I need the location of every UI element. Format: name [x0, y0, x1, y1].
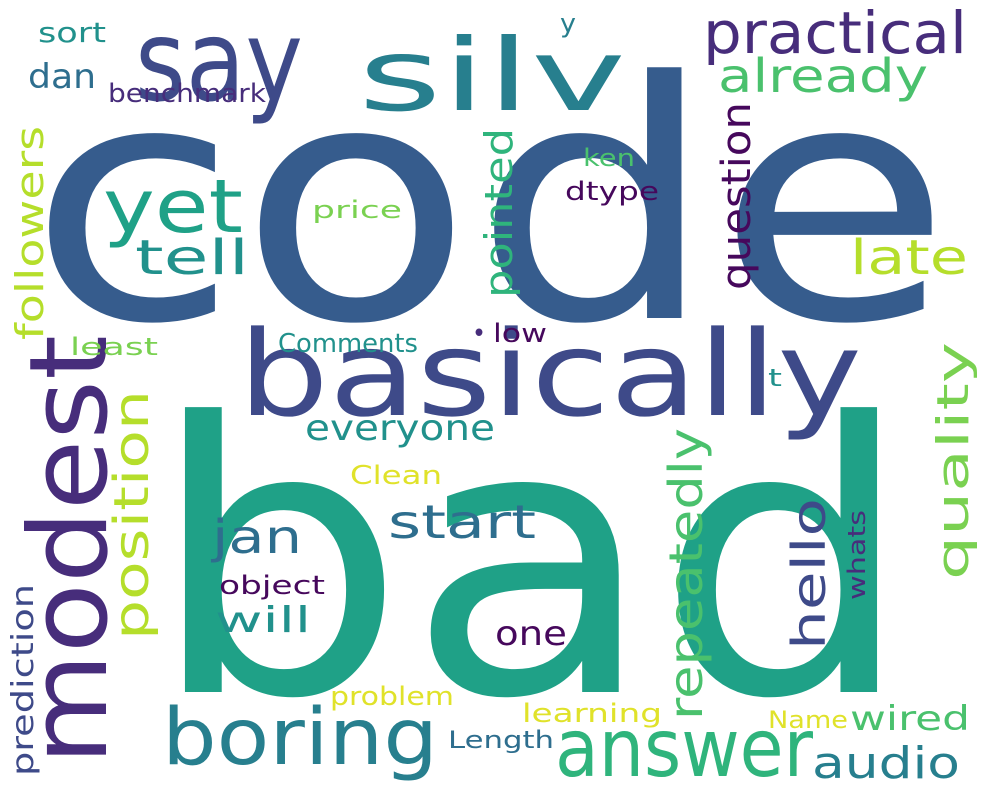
word-length: Length: [448, 726, 554, 754]
word-repeatedly: repeatedly: [659, 428, 713, 720]
word-hello: hello: [782, 498, 836, 650]
word-clean: Clean: [350, 461, 442, 491]
word-practical: practical: [703, 0, 967, 67]
word-quality: quality: [928, 342, 979, 580]
word-everyone: everyone: [305, 408, 495, 449]
word-sort: sort: [38, 16, 106, 49]
word-comments: Comments: [278, 329, 418, 359]
word-already: already: [718, 49, 928, 103]
word-t: t: [768, 364, 782, 392]
word-one: one: [495, 614, 567, 654]
word-answer: answer: [555, 702, 813, 790]
word-dtype: dtype: [565, 177, 659, 207]
word-least: least: [70, 333, 158, 361]
word-pointed: pointed: [477, 128, 521, 298]
word-object: object: [219, 571, 325, 601]
word-yet: yet: [103, 164, 243, 250]
word-say: say: [135, 0, 303, 127]
word-jan: jan: [211, 510, 302, 564]
word-question: question: [714, 102, 760, 290]
word-bad: bad: [148, 345, 914, 781]
word-learning: learning: [522, 699, 662, 729]
word-will: will: [215, 600, 311, 641]
word-followers: followers: [8, 126, 52, 340]
word-wired: wired: [850, 699, 970, 739]
word-start: start: [388, 495, 536, 549]
word-modest: modest: [7, 335, 132, 765]
word-ken: ken: [583, 144, 635, 172]
word-boring: boring: [162, 693, 438, 783]
word-code: code: [28, 12, 952, 396]
word-price: price: [312, 196, 402, 224]
word-problem: problem: [330, 682, 454, 712]
word-name: Name: [768, 706, 848, 734]
word-dan: dan: [28, 57, 96, 97]
word-position: position: [104, 390, 160, 640]
word-low: low: [493, 319, 547, 349]
word-prediction: prediction: [6, 584, 41, 776]
word-whats: whats: [843, 510, 871, 600]
word-audio: audio: [812, 738, 960, 789]
word-benchmark: benchmark: [108, 79, 266, 109]
word-y: y: [560, 9, 576, 39]
word-tell: tell: [135, 230, 249, 286]
word-late: late: [850, 230, 968, 286]
word-silv: silv: [358, 17, 626, 134]
word-dot: •: [472, 319, 486, 349]
word-basically: basically: [238, 305, 862, 443]
